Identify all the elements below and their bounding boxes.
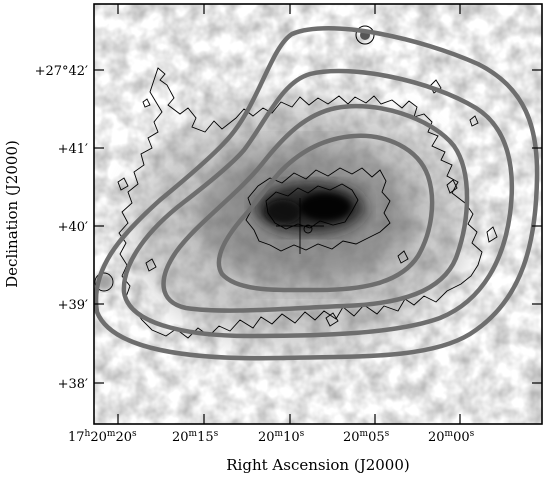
x-tick-label: 20m15s bbox=[172, 429, 219, 445]
x-tick-labels: 17h20m20s 20m15s 20m10s 20m05s 20m00s bbox=[68, 429, 475, 445]
y-tick-label: +40′ bbox=[58, 220, 88, 235]
xray-contour-inner bbox=[245, 167, 391, 252]
radio-contour-4 bbox=[216, 133, 435, 293]
radio-contour-3 bbox=[161, 103, 470, 313]
position-marker bbox=[276, 198, 324, 254]
y-tick-label: +41′ bbox=[58, 142, 88, 157]
x-tick-label: 20m10s bbox=[258, 429, 305, 445]
y-tick-label: +27°42′ bbox=[35, 64, 88, 79]
y-axis-label: Declination (J2000) bbox=[3, 140, 21, 288]
x-tick-label: 20m05s bbox=[343, 429, 390, 445]
x-tick-label: 17h20m20s bbox=[68, 429, 137, 445]
y-tick-labels: +27°42′ +41′ +40′ +39′ +38′ bbox=[35, 64, 88, 392]
radio-contour-1 bbox=[94, 26, 540, 361]
x-tick-label: 20m00s bbox=[428, 429, 475, 445]
x-axis-label: Right Ascension (J2000) bbox=[226, 456, 409, 474]
radio-contours bbox=[94, 26, 540, 361]
x-tick-marks bbox=[117, 4, 461, 424]
radio-contour-2 bbox=[121, 68, 515, 339]
xray-contours bbox=[117, 67, 498, 339]
plot-frame bbox=[93, 3, 543, 425]
y-tick-marks bbox=[94, 69, 542, 384]
y-tick-label: +38′ bbox=[58, 377, 88, 392]
y-tick-label: +39′ bbox=[58, 298, 88, 313]
xray-contour-outer bbox=[118, 67, 483, 339]
grayscale-image bbox=[94, 4, 542, 424]
xray-contour-core bbox=[265, 183, 359, 230]
